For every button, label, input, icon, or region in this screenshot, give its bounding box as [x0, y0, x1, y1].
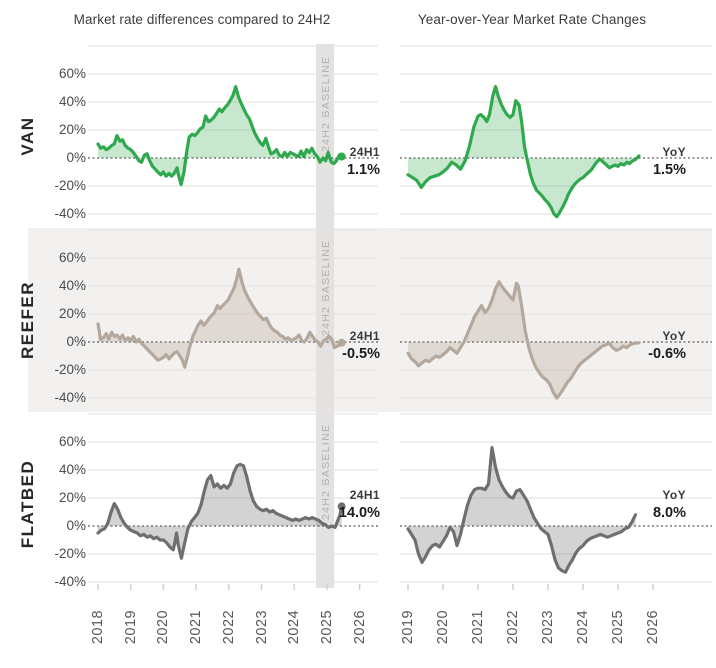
x-tick-label: 2023: [254, 609, 270, 645]
end-value-label: -0.5%: [342, 346, 380, 362]
y-tick-label: -20%: [54, 546, 86, 561]
y-tick-label: -20%: [54, 362, 86, 377]
end-period-label: YoY: [662, 329, 686, 343]
end-value-label: 8.0%: [652, 505, 686, 521]
end-period-label: 24H1: [349, 145, 380, 159]
x-tick-label: 2021: [470, 609, 486, 645]
x-tick-label: 2019: [400, 609, 416, 645]
series-end-dot: [337, 338, 346, 347]
baseline-band-label: 24H2 BASELINE: [320, 56, 332, 152]
x-tick-label: 2020: [435, 609, 451, 645]
y-tick-label: 0%: [66, 334, 86, 349]
series-area: [408, 86, 639, 217]
y-tick-label: 60%: [58, 250, 86, 265]
series-end-dot: [337, 152, 346, 161]
y-tick-label: -20%: [54, 178, 86, 193]
baseline-band-label: 24H2 BASELINE: [320, 240, 332, 336]
x-tick-label: 2025: [319, 609, 335, 645]
x-tick-label: 2021: [188, 609, 204, 645]
series-line: [96, 85, 344, 187]
y-tick-label: 20%: [58, 490, 86, 505]
y-tick-label: 60%: [58, 434, 86, 449]
series-line: [406, 446, 638, 574]
end-period-label: 24H1: [349, 488, 380, 502]
end-value-label: 1.1%: [346, 162, 380, 178]
series-line: [96, 267, 344, 369]
y-tick-label: 20%: [58, 122, 86, 137]
y-tick-label: -40%: [54, 574, 86, 589]
x-tick-label: 2022: [221, 609, 237, 645]
baseline-band-label: 24H2 BASELINE: [320, 424, 332, 520]
series-end-dot: [337, 502, 346, 511]
y-tick-label: 60%: [58, 66, 86, 81]
end-period-label: 24H1: [349, 329, 380, 343]
y-tick-label: 40%: [58, 278, 86, 293]
x-tick-label: 2026: [352, 609, 368, 645]
y-tick-label: -40%: [54, 390, 86, 405]
x-tick-label: 2018: [90, 609, 106, 645]
row-label-reefer: REEFER: [18, 281, 37, 359]
series-line: [96, 462, 344, 560]
x-tick-label: 2024: [575, 609, 591, 645]
x-tick-label: 2020: [155, 609, 171, 645]
right-column-title: Year-over-Year Market Rate Changes: [417, 12, 647, 27]
end-value-label: 14.0%: [338, 505, 380, 521]
left-column-title: Market rate differences compared to 24H2: [73, 12, 331, 27]
row-label-van: VAN: [18, 116, 37, 156]
y-tick-label: 20%: [58, 306, 86, 321]
series-area: [408, 447, 636, 573]
x-tick-label: 2019: [123, 609, 139, 645]
end-period-label: YoY: [662, 145, 686, 159]
y-tick-label: 0%: [66, 518, 86, 533]
y-tick-label: 40%: [58, 94, 86, 109]
x-tick-label: 2026: [645, 609, 661, 645]
end-value-label: -0.6%: [648, 346, 686, 362]
x-tick-label: 2025: [610, 609, 626, 645]
x-tick-label: 2022: [505, 609, 521, 645]
reefer-row-background: [28, 228, 712, 412]
series-area: [98, 464, 342, 559]
series-area: [98, 86, 342, 185]
y-tick-label: -40%: [54, 206, 86, 221]
x-tick-label: 2024: [286, 609, 302, 645]
series-area: [98, 269, 342, 368]
end-period-label: YoY: [662, 488, 686, 502]
series-area: [408, 281, 639, 398]
baseline-band: [316, 44, 335, 588]
x-tick-label: 2023: [540, 609, 556, 645]
series-line: [406, 280, 641, 400]
y-tick-label: 0%: [66, 150, 86, 165]
end-value-label: 1.5%: [652, 162, 686, 178]
y-tick-label: 40%: [58, 462, 86, 477]
row-label-flatbed: FLATBED: [18, 459, 37, 549]
series-line: [406, 85, 641, 219]
